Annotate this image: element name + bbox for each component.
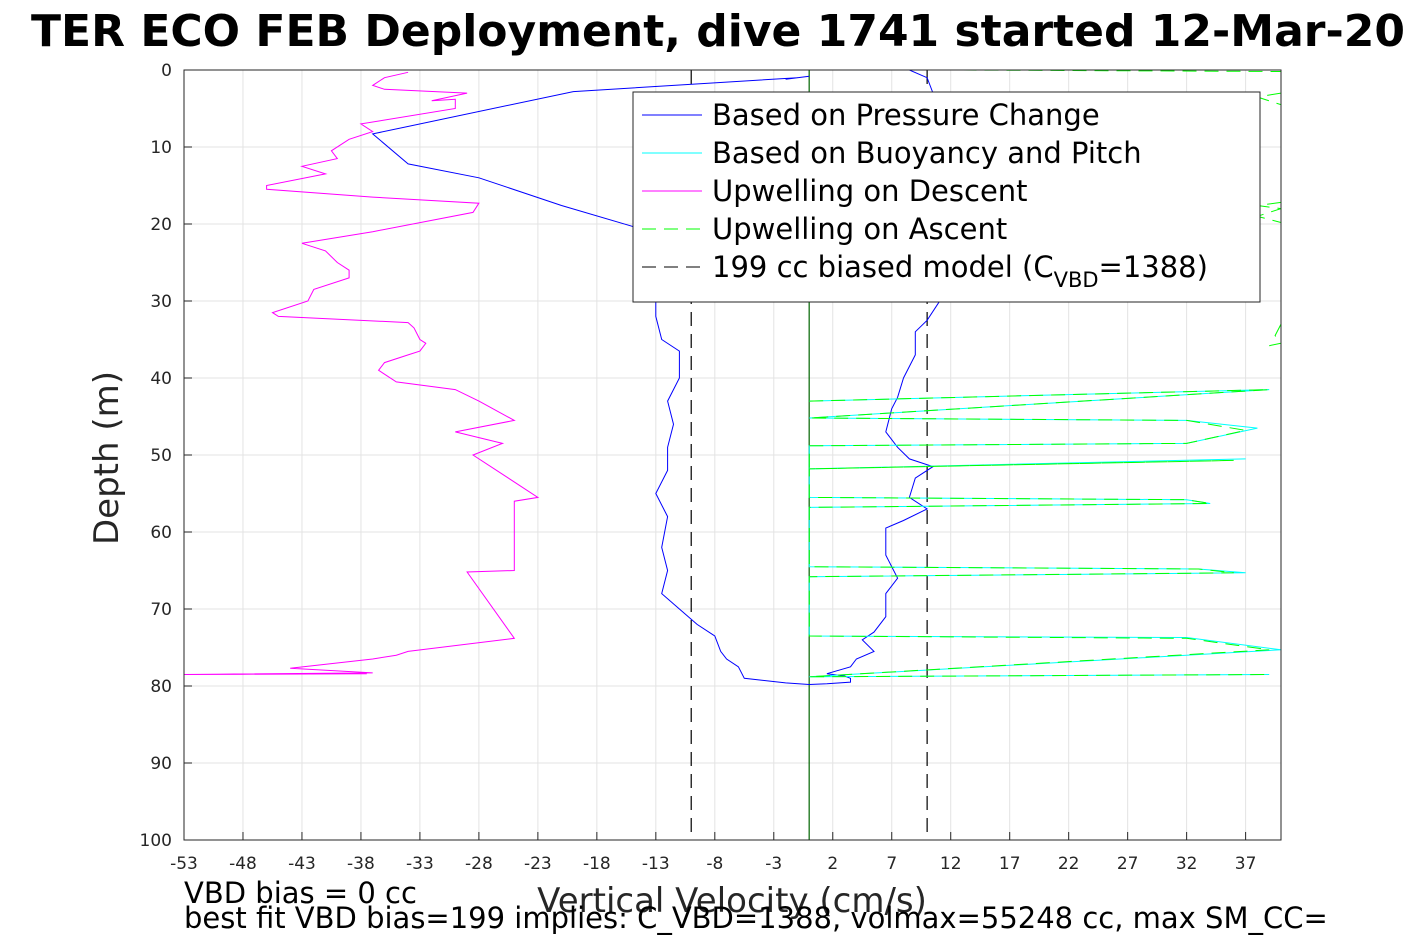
x-tick-label: -38 [347,854,375,874]
y-tick-label: 40 [150,369,172,389]
y-tick-label: 70 [150,600,172,620]
x-tick-label: -43 [288,854,316,874]
y-tick-label: 80 [150,677,172,697]
y-tick-label: 60 [150,523,172,543]
x-tick-label: -48 [229,854,257,874]
x-tick-label: -53 [170,854,198,874]
y-tick-label: 10 [150,138,172,158]
legend-label-text: Based on Buoyancy and Pitch [712,136,1142,170]
x-tick-label: -28 [465,854,493,874]
x-axis-label: Vertical Velocity (cm/s) [537,881,927,921]
y-tick-label: 100 [140,831,172,851]
x-tick-label: 7 [886,854,897,874]
x-tick-label: -23 [524,854,552,874]
x-tick-label: 12 [940,854,962,874]
legend-label: Upwelling on Ascent [712,212,1007,246]
legend-label: Upwelling on Descent [712,174,1028,208]
legend-label-suffix: =1388) [1099,250,1208,284]
y-tick-label: 50 [150,446,172,466]
series-line [808,389,1281,678]
legend: Based on Pressure Change Based on Buoyanc… [632,91,1261,303]
x-tick-label: 32 [1176,854,1198,874]
series-line [1269,323,1281,347]
legend-label: Based on Pressure Change [712,98,1100,132]
footer-line-2: best fit VBD bias=199 implies: C_VBD=138… [184,901,1328,935]
x-tick-label: -8 [706,854,723,874]
x-tick-label: 22 [1058,854,1080,874]
y-axis-label: Depth (m) [87,371,127,545]
x-tick-label: 17 [999,854,1021,874]
legend-label-subscript: VBD [1054,268,1099,292]
legend-label: 199 cc biased model (CVBD=1388) [712,250,1208,292]
chart-title: TER ECO FEB Deployment, dive 1741 starte… [31,6,1405,57]
y-tick-labels: 0 10 20 30 40 50 60 70 80 90 100 [140,61,172,851]
y-tick-label: 0 [161,61,172,81]
x-tick-labels: -53 -48 -43 -38 -33 -28 -23 -18 -13 -8 -3 2 7 12 17 22 2… [170,854,1256,874]
x-tick-label: -33 [406,854,434,874]
y-tick-label: 90 [150,754,172,774]
footer-line-1: VBD bias = 0 cc [184,876,417,910]
legend-label: Based on Buoyancy and Pitch [712,136,1142,170]
y-tick-label: 20 [150,215,172,235]
x-tick-label: 2 [827,854,838,874]
x-tick-label: 37 [1235,854,1257,874]
plot-border [183,69,1282,841]
legend-label-text: Based on Pressure Change [712,98,1100,132]
legend-label-text: 199 cc biased model (C [712,250,1054,284]
x-tick-label: 27 [1117,854,1139,874]
y-tick-label: 30 [150,292,172,312]
x-tick-label: -3 [765,854,782,874]
legend-box [632,91,1261,303]
x-tick-label: -18 [583,854,611,874]
series-line [184,71,540,675]
x-tick-label: -13 [642,854,670,874]
legend-label-text: Upwelling on Descent [712,174,1028,208]
legend-label-text: Upwelling on Ascent [712,212,1007,246]
series-line [371,75,810,685]
